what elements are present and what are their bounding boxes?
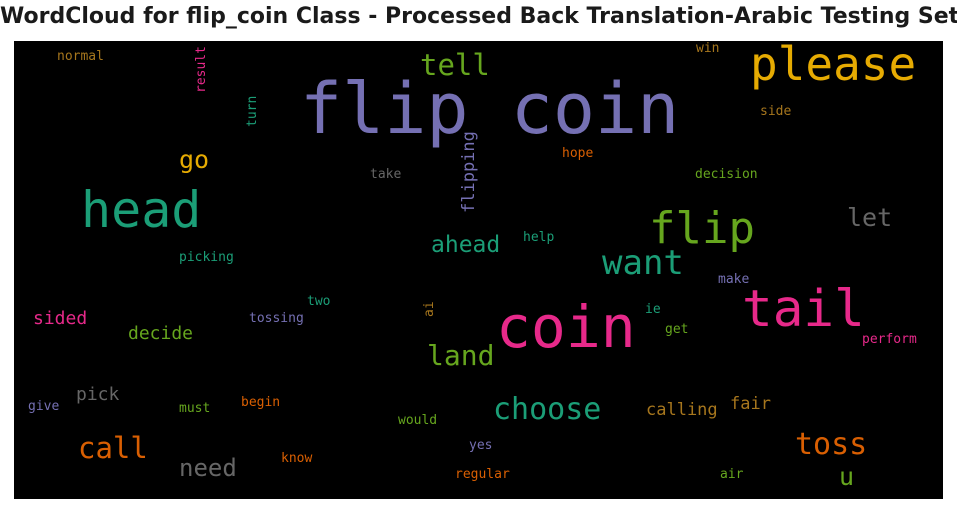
word-flip-coin: flip coin bbox=[300, 68, 680, 150]
word-begin: begin bbox=[241, 395, 281, 410]
word-ai: ai bbox=[422, 301, 437, 317]
word-land: land bbox=[427, 339, 495, 372]
word-flip: flip bbox=[649, 203, 755, 254]
word-fair: fair bbox=[730, 394, 771, 414]
word-turn: turn bbox=[245, 95, 260, 127]
word-go: go bbox=[179, 145, 210, 174]
word-choose: choose bbox=[493, 392, 602, 427]
word-tossing: tossing bbox=[249, 311, 304, 326]
word-would: would bbox=[398, 413, 438, 428]
word-calling: calling bbox=[646, 400, 718, 420]
word-want: want bbox=[602, 243, 684, 283]
word-let: let bbox=[847, 203, 893, 232]
word-need: need bbox=[179, 454, 237, 482]
word-tail: tail bbox=[742, 280, 865, 339]
word-take: take bbox=[370, 167, 402, 182]
word-ahead: ahead bbox=[431, 232, 501, 258]
word-normal: normal bbox=[57, 49, 104, 64]
word-decision: decision bbox=[695, 167, 758, 182]
word-toss: toss bbox=[795, 427, 868, 462]
word-get: get bbox=[665, 322, 689, 337]
word-pick: pick bbox=[76, 384, 120, 405]
word-tell: tell bbox=[420, 48, 490, 82]
word-head: head bbox=[81, 181, 202, 239]
chart-title: WordCloud for flip_coin Class - Processe… bbox=[0, 4, 957, 29]
word-two: two bbox=[307, 294, 331, 309]
wordcloud-canvas: flip coin please head tail coin flip wan… bbox=[14, 41, 943, 499]
word-regular: regular bbox=[455, 467, 510, 482]
word-give: give bbox=[28, 399, 60, 414]
word-coin: coin bbox=[496, 293, 636, 361]
word-help: help bbox=[523, 230, 555, 245]
word-perform: perform bbox=[862, 332, 917, 347]
word-call: call bbox=[78, 431, 148, 465]
word-yes: yes bbox=[469, 438, 493, 453]
word-must: must bbox=[179, 401, 211, 416]
word-know: know bbox=[281, 451, 313, 466]
word-air: air bbox=[720, 467, 744, 482]
word-ie: ie bbox=[645, 302, 661, 317]
word-decide: decide bbox=[128, 323, 194, 344]
word-make: make bbox=[718, 272, 750, 287]
word-sided: sided bbox=[33, 308, 88, 329]
word-flipping: flipping bbox=[459, 131, 479, 213]
word-hope: hope bbox=[562, 146, 594, 161]
word-picking: picking bbox=[179, 250, 234, 265]
word-u: u bbox=[839, 462, 855, 491]
word-side: side bbox=[760, 104, 792, 119]
word-win: win bbox=[696, 41, 720, 56]
word-please: please bbox=[750, 41, 917, 91]
word-result: result bbox=[194, 46, 209, 93]
